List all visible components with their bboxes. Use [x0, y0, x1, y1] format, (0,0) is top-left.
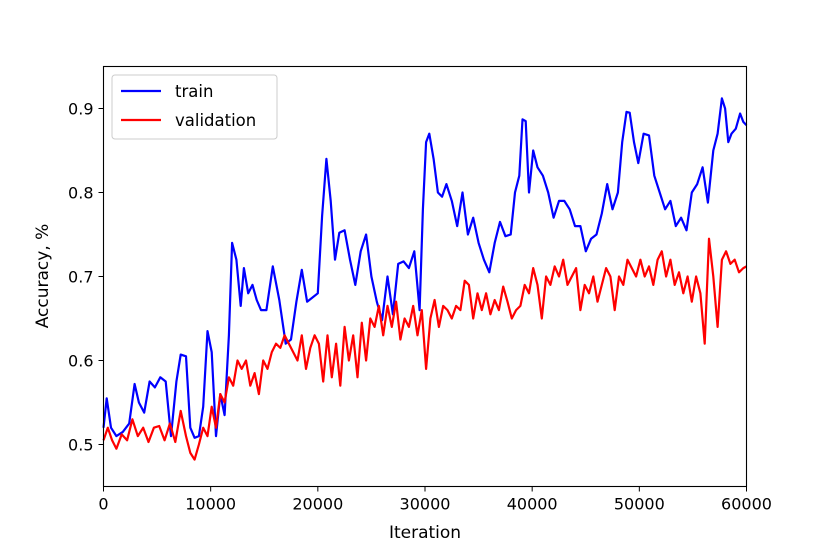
y-tick-label: 0.8	[68, 184, 93, 203]
x-axis: 0 10000 20000 30000 40000 50000 60000	[98, 486, 772, 514]
y-axis: 0.5 0.6 0.7 0.8 0.9	[68, 100, 104, 455]
legend-validation-label: validation	[175, 111, 256, 130]
legend: train validation	[111, 74, 278, 140]
x-tick-label: 20000	[292, 495, 343, 514]
legend-train-label: train	[175, 82, 213, 101]
y-tick-label: 0.6	[68, 352, 93, 371]
series-line-train	[102, 97, 748, 439]
x-tick-label: 10000	[185, 495, 236, 514]
x-tick-label: 0	[98, 495, 108, 514]
x-tick-label: 60000	[721, 495, 772, 514]
series-layer	[102, 97, 748, 461]
y-axis-label: Accuracy, %	[33, 224, 53, 329]
series-line-validation	[102, 237, 748, 461]
x-tick-label: 30000	[400, 495, 451, 514]
x-axis-label: Iteration	[389, 523, 461, 543]
y-tick-label: 0.9	[68, 100, 93, 119]
x-tick-label: 40000	[507, 495, 558, 514]
y-tick-label: 0.5	[68, 436, 93, 455]
y-tick-label: 0.7	[68, 268, 93, 287]
x-tick-label: 50000	[614, 495, 665, 514]
